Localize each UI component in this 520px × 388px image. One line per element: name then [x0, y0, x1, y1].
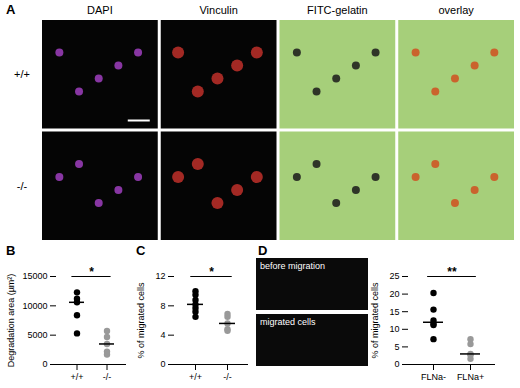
svg-text:5: 5 — [394, 342, 399, 352]
svg-text:15000: 15000 — [22, 271, 47, 281]
svg-text:FLNa-: FLNa- — [421, 372, 446, 382]
svg-text:**: ** — [447, 265, 457, 279]
svg-text:Degradation area (µm²): Degradation area (µm²) — [6, 274, 16, 368]
svg-text:0: 0 — [160, 359, 165, 369]
svg-text:12: 12 — [155, 271, 165, 281]
svg-text:25: 25 — [389, 271, 399, 281]
html-text:B: B — [6, 243, 16, 258]
svg-text:FLNa+: FLNa+ — [457, 372, 484, 382]
svg-text:*: * — [209, 265, 214, 279]
svg-text:5000: 5000 — [27, 330, 47, 340]
svg-text:+/+: +/+ — [189, 372, 202, 382]
svg-text:10000: 10000 — [22, 301, 47, 311]
svg-text:8: 8 — [160, 301, 165, 311]
svg-text:A: A — [6, 2, 16, 17]
svg-text:% of migrated cells: % of migrated cells — [370, 282, 380, 359]
svg-text:10: 10 — [389, 324, 399, 334]
svg-text:Vinculin: Vinculin — [199, 4, 237, 16]
svg-text:20: 20 — [389, 289, 399, 299]
html-text:C: C — [136, 243, 146, 258]
svg-text:-/-: -/- — [17, 180, 28, 192]
svg-text:*: * — [89, 265, 94, 279]
svg-text:0: 0 — [42, 359, 47, 369]
svg-text:+/+: +/+ — [14, 68, 30, 80]
svg-text:% of migrated cells: % of migrated cells — [136, 282, 146, 359]
svg-text:-/-: -/- — [223, 372, 232, 382]
svg-text:DAPI: DAPI — [87, 4, 113, 16]
html-text:before migration: before migration — [260, 261, 325, 271]
html-text:migrated cells: migrated cells — [260, 317, 316, 327]
svg-text:-/-: -/- — [103, 372, 112, 382]
html-text:D: D — [258, 243, 268, 258]
svg-text:FITC-gelatin: FITC-gelatin — [307, 4, 368, 16]
svg-text:15: 15 — [389, 307, 399, 317]
svg-text:4: 4 — [160, 330, 165, 340]
svg-text:overlay: overlay — [438, 4, 474, 16]
svg-text:+/+: +/+ — [70, 372, 83, 382]
svg-text:0: 0 — [394, 359, 399, 369]
